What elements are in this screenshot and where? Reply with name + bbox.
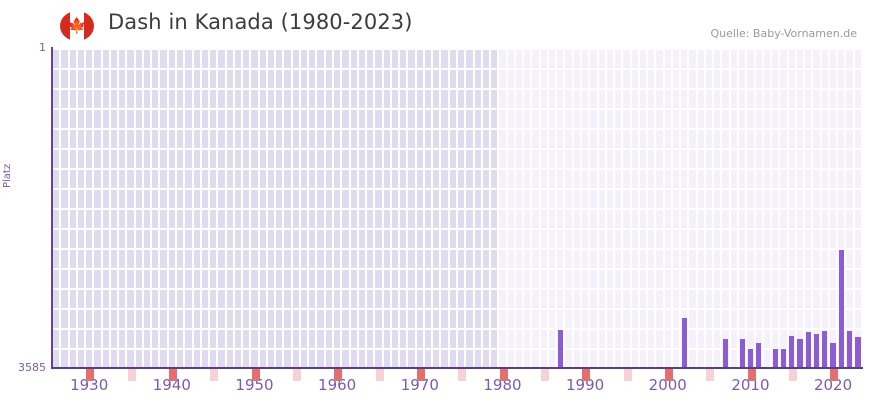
bar-2023[interactable] (855, 337, 861, 368)
bar-2002[interactable] (681, 318, 687, 368)
bar-2007[interactable] (722, 338, 729, 368)
gridline-horizontal (52, 108, 862, 110)
gridline-horizontal (52, 288, 862, 290)
bar-2021[interactable] (838, 250, 844, 368)
x-axis-mark-1940 (168, 369, 177, 381)
page-title: Dash in Kanada (1980-2023) (108, 10, 413, 34)
maple-leaf-icon: 🍁 (67, 16, 87, 35)
gridline-horizontal (52, 128, 862, 130)
x-axis-tick-1970: 1970 (400, 376, 439, 394)
x-axis-tick-1940: 1940 (152, 376, 191, 394)
gridline-horizontal (52, 188, 862, 190)
x-axis-tick-2010: 2010 (731, 376, 770, 394)
gridline-horizontal (52, 248, 862, 250)
x-axis-tick-1980: 1980 (483, 376, 522, 394)
flag-band-right (83, 11, 94, 41)
x-axis-mark-1990 (582, 369, 591, 381)
bar-2019[interactable] (822, 331, 828, 368)
flag-band-left (60, 11, 71, 41)
gridline-horizontal (52, 168, 862, 170)
x-axis-mark-2015 (788, 369, 797, 381)
x-axis-mark-1945 (210, 369, 219, 381)
bar-1987[interactable] (557, 329, 563, 368)
gridline-horizontal (52, 228, 862, 230)
y-axis-max-tick: 1 (39, 41, 46, 54)
y-axis-label: Platz (2, 163, 13, 188)
x-axis-mark-1995 (623, 369, 632, 381)
x-axis-mark-2020 (830, 369, 839, 381)
bar-2020[interactable] (830, 343, 836, 368)
x-axis-tick-2000: 2000 (648, 376, 687, 394)
x-axis-mark-1960 (334, 369, 343, 381)
x-axis-mark-1965 (375, 369, 384, 381)
y-axis-min-tick: 3585 (18, 361, 46, 374)
gridline-horizontal (52, 348, 862, 350)
gridline-horizontal (52, 328, 862, 330)
bar-2016[interactable] (797, 338, 803, 368)
bar-2009[interactable] (739, 338, 745, 368)
bar-2014[interactable] (780, 348, 787, 368)
gridline-horizontal (52, 308, 862, 310)
plot-area (52, 48, 862, 368)
x-axis-tick-1990: 1990 (566, 376, 605, 394)
gridline-horizontal (52, 88, 862, 90)
x-axis-mark-2000 (664, 369, 673, 381)
bar-2011[interactable] (756, 343, 762, 368)
x-axis-mark-1955 (292, 369, 301, 381)
gridline-horizontal (52, 48, 862, 50)
x-axis-line (51, 367, 863, 369)
source-attribution: Quelle: Baby-Vornamen.de (710, 27, 857, 40)
flag-band-middle (70, 11, 84, 41)
bar-2010[interactable] (747, 348, 754, 368)
x-axis-mark-2010 (747, 369, 756, 381)
x-axis-mark-1970 (416, 369, 425, 381)
x-axis-mark-1985 (540, 369, 549, 381)
x-axis-tick-1930: 1930 (70, 376, 109, 394)
x-axis-mark-1980 (499, 369, 508, 381)
bar-2018[interactable] (813, 333, 820, 368)
x-axis-mark-1950 (251, 369, 260, 381)
x-axis-tick-2020: 2020 (813, 376, 853, 394)
bar-2022[interactable] (846, 331, 853, 368)
gridline-horizontal (52, 268, 862, 270)
canada-flag-icon: 🍁 (60, 11, 94, 41)
x-axis-mark-1935 (127, 369, 136, 381)
x-axis-tick-1960: 1960 (318, 376, 357, 394)
x-axis-mark-2005 (706, 369, 715, 381)
x-axis-tick-1950: 1950 (235, 376, 274, 394)
y-axis-line (51, 47, 53, 369)
gridline-horizontal (52, 148, 862, 150)
x-axis-mark-1975 (458, 369, 467, 381)
x-axis-mark-1930 (86, 369, 95, 381)
gridline-horizontal (52, 208, 862, 210)
gridline-horizontal (52, 68, 862, 70)
bar-2015[interactable] (789, 336, 795, 368)
bar-2013[interactable] (772, 348, 778, 368)
bar-2017[interactable] (805, 332, 811, 368)
